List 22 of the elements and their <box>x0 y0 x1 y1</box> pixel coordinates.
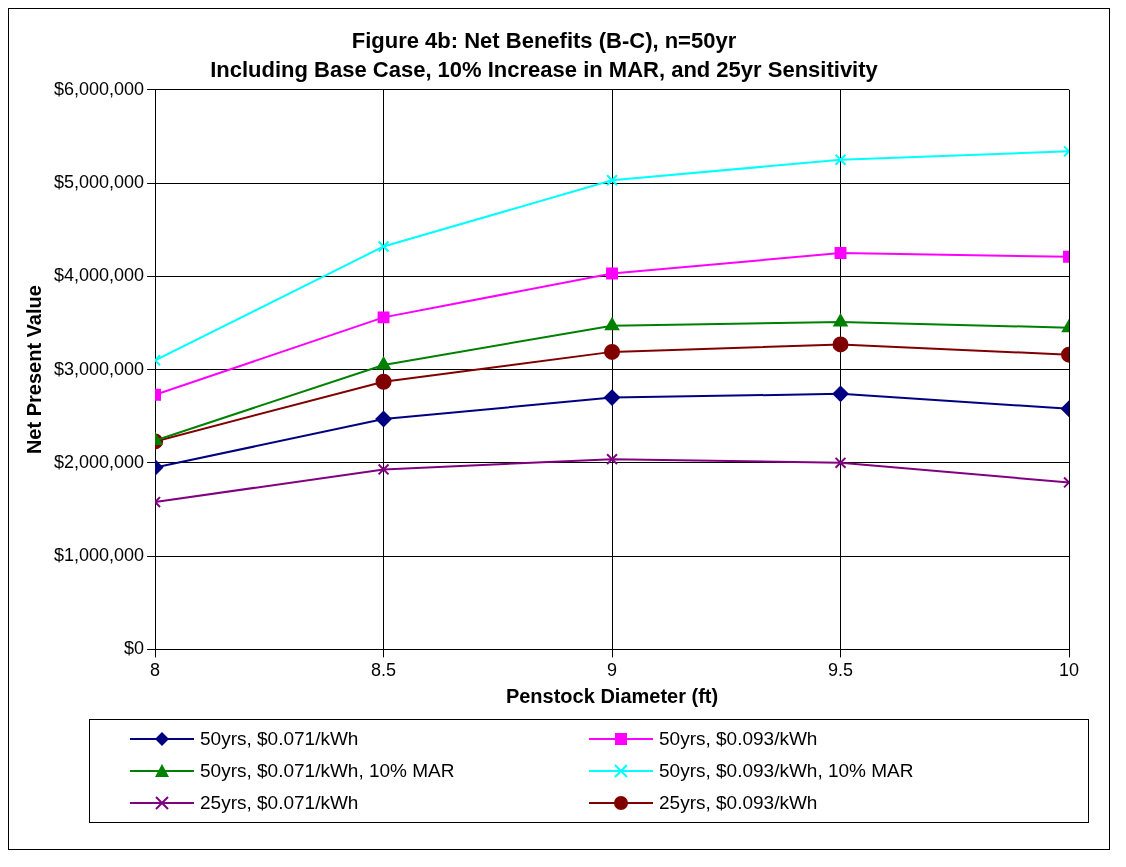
chart-title: Figure 4b: Net Benefits (B-C), n=50yr <box>351 28 737 54</box>
legend-label: 50yrs, $0.093/kWh <box>659 728 818 750</box>
y-tick-label: $4,000,000 <box>53 265 145 286</box>
x-axis-title: Penstock Diameter (ft) <box>505 684 719 707</box>
x-tick-label: 9.5 <box>828 660 854 681</box>
x-tick-label: 9 <box>607 660 618 681</box>
legend-label: 25yrs, $0.071/kWh <box>200 792 359 814</box>
y-tick-label: $0 <box>124 638 145 659</box>
x-tick-label: 8.5 <box>371 660 397 681</box>
y-tick-label: $3,000,000 <box>53 358 145 379</box>
legend-label: 50yrs, $0.093/kWh, 10% MAR <box>659 760 914 782</box>
y-tick-label: $6,000,000 <box>53 78 145 99</box>
legend-label: 50yrs, $0.071/kWh, 10% MAR <box>200 760 455 782</box>
x-tick-label: 10 <box>1058 660 1080 681</box>
y-tick-label: $1,000,000 <box>53 545 145 566</box>
y-tick-label: $2,000,000 <box>53 451 145 472</box>
legend-label: 25yrs, $0.093/kWh <box>659 792 818 814</box>
x-tick-label: 8 <box>150 660 161 681</box>
chart-subtitle: Including Base Case, 10% Increase in MAR, and 25yr Sensitivity <box>210 56 879 82</box>
y-axis-title: Net Present Value <box>22 285 45 455</box>
y-tick-label: $5,000,000 <box>53 172 145 193</box>
legend-label: 50yrs, $0.071/kWh <box>200 728 359 750</box>
